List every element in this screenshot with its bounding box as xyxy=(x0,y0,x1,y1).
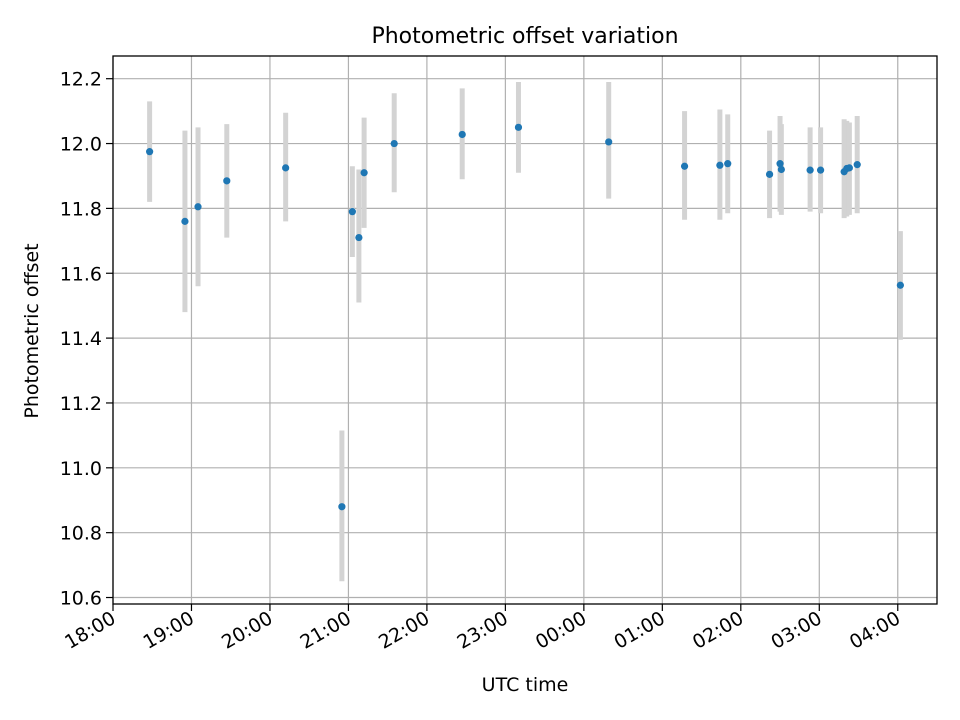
chart-title: Photometric offset variation xyxy=(371,24,678,49)
data-point xyxy=(716,161,724,169)
data-point xyxy=(765,170,774,178)
x-tick-label: 03:00 xyxy=(767,607,825,653)
grid-layer xyxy=(112,56,937,604)
data-point xyxy=(223,177,231,185)
x-axis-label: UTC time xyxy=(482,674,569,696)
plot-frame xyxy=(112,55,938,605)
x-tick-label: 20:00 xyxy=(218,607,276,653)
data-point xyxy=(724,160,732,168)
x-tick-label: 01:00 xyxy=(610,607,668,653)
data-point xyxy=(348,208,356,216)
data-point xyxy=(845,164,853,172)
y-tick-label: 12.0 xyxy=(60,134,102,156)
y-tick-label: 10.6 xyxy=(60,588,102,610)
data-point xyxy=(896,281,904,289)
data-point xyxy=(390,139,398,148)
x-tick-label: 04:00 xyxy=(846,607,904,653)
data-point xyxy=(181,217,189,225)
data-point xyxy=(816,166,825,174)
x-tick-label: 00:00 xyxy=(532,607,590,653)
y-tick-label: 11.6 xyxy=(60,263,102,285)
data-point xyxy=(194,203,202,211)
y-tick-label: 11.8 xyxy=(60,198,102,220)
data-point xyxy=(853,161,861,169)
data-point xyxy=(282,164,290,172)
y-axis-label: Photometric offset xyxy=(21,243,43,418)
x-tick-label: 19:00 xyxy=(140,607,198,653)
y-tick-label: 11.2 xyxy=(60,393,102,415)
data-point xyxy=(806,166,814,174)
data-point xyxy=(338,503,346,511)
x-tick-label: 23:00 xyxy=(453,607,511,653)
data-point xyxy=(458,130,466,139)
data-point xyxy=(605,138,613,146)
data-point xyxy=(146,148,154,156)
data-point xyxy=(777,165,785,174)
data-point xyxy=(355,233,363,242)
x-tick-label: 18:00 xyxy=(61,607,119,653)
x-tick-label: 21:00 xyxy=(297,607,355,653)
y-tick-label: 11.4 xyxy=(60,328,102,350)
errorbar-layer xyxy=(147,81,903,582)
data-point xyxy=(776,160,784,168)
y-tick-label: 12.2 xyxy=(60,69,102,91)
point-layer xyxy=(146,123,904,511)
x-tick-label: 22:00 xyxy=(375,607,433,653)
x-tick-label: 02:00 xyxy=(689,607,747,653)
data-point xyxy=(514,123,523,131)
data-point xyxy=(680,162,689,170)
data-point xyxy=(360,169,368,177)
y-tick-label: 11.0 xyxy=(60,458,102,480)
y-tick-label: 10.8 xyxy=(60,523,102,545)
